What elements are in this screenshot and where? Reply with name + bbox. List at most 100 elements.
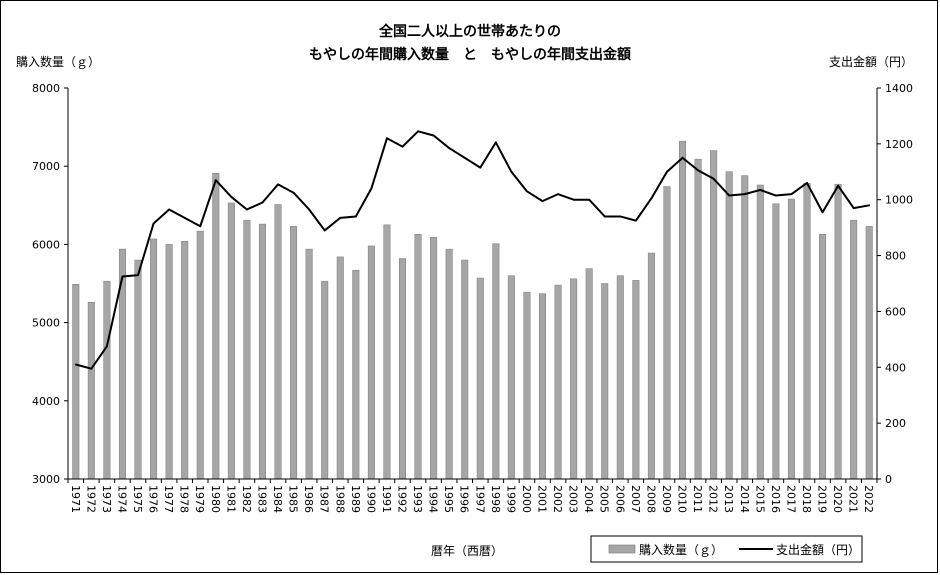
x-tick-label: 2006 xyxy=(613,485,626,513)
line-point-1994 xyxy=(432,134,435,137)
x-tick-label: 1988 xyxy=(333,485,346,513)
bar-1987 xyxy=(321,280,329,480)
bar-1988 xyxy=(336,256,344,480)
left-axis-label: 購入数量（ｇ） xyxy=(16,54,100,69)
line-point-1972 xyxy=(90,367,93,370)
line-point-1985 xyxy=(292,191,295,194)
bar-1992 xyxy=(398,258,406,480)
line-point-2000 xyxy=(526,190,528,193)
bar-1989 xyxy=(352,269,360,480)
bar-2001 xyxy=(539,293,547,480)
x-tick-label: 1985 xyxy=(287,485,300,513)
bar-1994 xyxy=(430,237,438,480)
x-tick-label: 1990 xyxy=(364,485,377,513)
x-tick-label: 2019 xyxy=(816,485,829,513)
bar-2016 xyxy=(772,203,780,480)
bar-1973 xyxy=(103,280,111,480)
x-tick-label: 2015 xyxy=(753,485,766,513)
bar-2015 xyxy=(756,184,764,480)
x-tick-label: 1992 xyxy=(395,485,408,513)
right-tick-label: 0 xyxy=(885,473,892,486)
x-tick-label: 2004 xyxy=(582,485,595,513)
x-tick-label: 1994 xyxy=(427,485,440,513)
line-point-1982 xyxy=(246,208,248,211)
bar-1980 xyxy=(212,172,220,480)
bar-2010 xyxy=(679,140,687,480)
x-tick-label: 1978 xyxy=(178,485,191,513)
line-point-1999 xyxy=(510,170,513,173)
chart-title-line1: 全国二人以上の世帯あたりの xyxy=(378,23,561,40)
x-tick-label: 1986 xyxy=(302,485,315,513)
line-point-2021 xyxy=(852,207,855,209)
bar-2013 xyxy=(725,171,733,480)
right-tick-label: 200 xyxy=(885,417,906,430)
line-point-1980 xyxy=(214,179,217,182)
right-axis-label: 支出金額（円） xyxy=(829,54,913,69)
x-tick-label: 1993 xyxy=(411,485,424,513)
line-point-1991 xyxy=(386,137,388,140)
bar-2009 xyxy=(663,186,671,480)
x-tick-label: 1999 xyxy=(504,485,517,513)
x-tick-label: 1979 xyxy=(193,485,206,513)
x-tick-label: 2013 xyxy=(722,485,735,513)
x-tick-label: 1983 xyxy=(255,485,268,513)
x-tick-label: 1987 xyxy=(318,485,331,513)
line-point-2006 xyxy=(619,215,622,218)
line-point-1975 xyxy=(137,274,139,277)
x-tick-label: 2020 xyxy=(831,485,844,513)
x-tick-label: 2016 xyxy=(769,485,782,513)
line-series xyxy=(74,130,871,370)
bar-2021 xyxy=(850,219,858,480)
x-tick-label: 1989 xyxy=(349,485,362,513)
bar-1990 xyxy=(367,245,375,480)
bar-1991 xyxy=(383,224,391,480)
x-tick-label: 2007 xyxy=(629,485,642,513)
x-tick-label: 2022 xyxy=(862,485,875,513)
bar-1998 xyxy=(492,243,500,480)
line-point-1998 xyxy=(494,141,497,144)
line-point-2002 xyxy=(557,193,559,196)
line-point-2005 xyxy=(603,215,606,218)
line-point-1990 xyxy=(370,187,373,190)
line-point-1978 xyxy=(183,216,186,219)
line-point-1992 xyxy=(401,145,404,148)
bar-2011 xyxy=(694,158,702,480)
legend: 購入数量（ｇ） 支出金額（円） xyxy=(590,535,863,563)
bar-1981 xyxy=(227,202,235,480)
line-point-2009 xyxy=(666,170,668,173)
bar-1993 xyxy=(414,233,422,480)
line-point-2014 xyxy=(743,193,746,196)
line-point-1973 xyxy=(105,345,108,348)
x-tick-label: 2000 xyxy=(520,485,533,513)
x-tick-label: 1975 xyxy=(131,485,144,513)
line-point-2022 xyxy=(868,204,871,207)
line-point-2008 xyxy=(650,197,653,200)
line-point-2013 xyxy=(728,194,731,197)
line-point-1974 xyxy=(121,275,124,278)
left-tick-label: 4000 xyxy=(32,395,60,408)
x-tick-label: 1991 xyxy=(380,485,393,513)
bar-2003 xyxy=(570,278,578,480)
line-point-2010 xyxy=(681,156,684,159)
bar-2005 xyxy=(601,283,609,480)
x-tick-label: 1971 xyxy=(69,485,82,513)
line-point-1995 xyxy=(448,147,451,149)
line-point-2017 xyxy=(790,193,793,196)
bar-1997 xyxy=(476,277,484,480)
line-point-1989 xyxy=(354,215,357,218)
x-tick-label: 2012 xyxy=(707,485,720,513)
x-tick-label: 1984 xyxy=(271,485,284,513)
x-tick-label: 1972 xyxy=(84,485,97,513)
bar-2000 xyxy=(523,291,531,480)
bar-1983 xyxy=(258,223,266,480)
bar-1999 xyxy=(507,275,515,480)
right-tick-label: 400 xyxy=(885,361,906,374)
bar-1971 xyxy=(72,284,80,480)
line-point-2007 xyxy=(634,219,637,222)
x-tick-label: 2003 xyxy=(567,485,580,513)
right-tick-label: 600 xyxy=(885,305,906,318)
right-tick-label: 1000 xyxy=(885,194,913,207)
x-tick-label: 2021 xyxy=(847,485,860,513)
line-point-2015 xyxy=(759,189,762,191)
